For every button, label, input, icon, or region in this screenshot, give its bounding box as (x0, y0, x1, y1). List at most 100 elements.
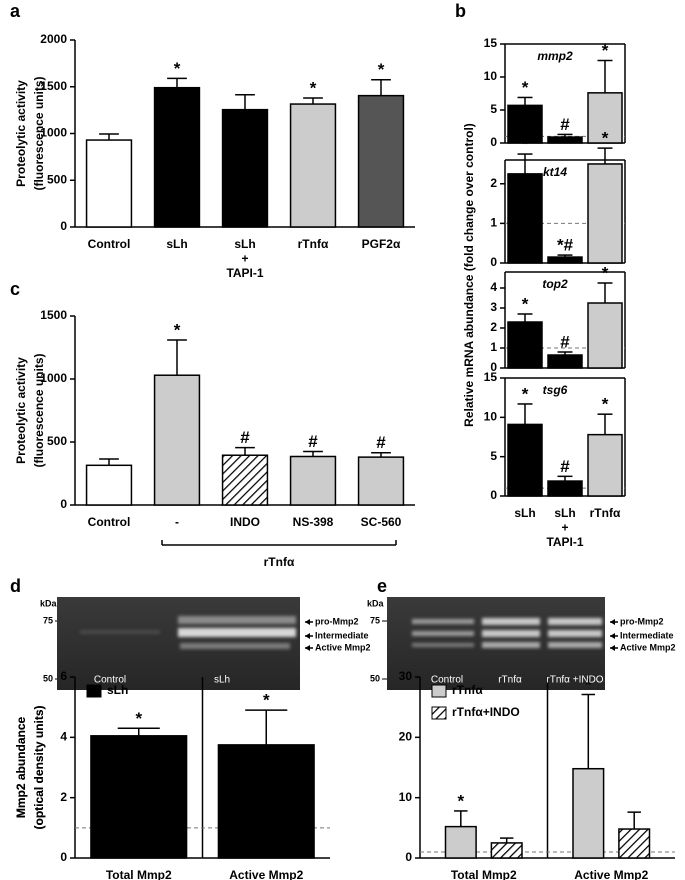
bar (507, 321, 543, 369)
bar (587, 163, 623, 264)
y-tick-label: 0 (405, 850, 412, 864)
x-tick-label: Control (88, 515, 131, 529)
bar (547, 480, 583, 497)
y-tick-label: 1000 (40, 126, 67, 140)
gel-bands (80, 616, 296, 649)
x-tick-label: sLh (166, 237, 187, 251)
x-tick-label: PGF2α (362, 237, 401, 251)
subplot-title: mmp2 (537, 49, 573, 63)
x-tick-label: Total Mmp2 (106, 868, 172, 880)
bar (217, 744, 315, 859)
bar (490, 842, 523, 859)
significance-mark: * (378, 60, 385, 79)
bar (153, 374, 201, 506)
x-tick-label: Active Mmp2 (229, 868, 303, 880)
bar (153, 86, 201, 228)
y-tick-label: 1500 (40, 79, 67, 93)
bar (85, 464, 133, 506)
panel-label: d (10, 576, 21, 596)
x-tick-label: sLh + TAPI-1 (546, 506, 583, 549)
y-tick-label: 5 (490, 449, 497, 463)
bar (547, 256, 583, 264)
band-arrowhead (305, 645, 310, 651)
y-tick-label: 15 (484, 370, 498, 384)
bar (507, 173, 543, 264)
gel-bands (412, 618, 602, 648)
panel-label: e (377, 576, 387, 596)
significance-mark: # (240, 428, 250, 447)
y-tick-label: 500 (47, 434, 67, 448)
band-label: Active Mmp2 (620, 642, 676, 652)
band-arrowhead (610, 633, 615, 639)
bar (587, 433, 623, 497)
y-tick-label: 4 (60, 730, 67, 744)
x-tick-label: SC-560 (361, 515, 402, 529)
y-tick-label: 3 (490, 300, 497, 314)
significance-mark: * (602, 129, 609, 148)
bar (618, 828, 651, 859)
y-tick-label: 20 (399, 730, 413, 744)
y-axis-label: Mmp2 abundance (14, 717, 28, 819)
gel-marker: 50 (370, 673, 380, 683)
bar (507, 104, 543, 144)
significance-mark: * (522, 384, 529, 403)
legend-swatch (86, 684, 102, 698)
significance-mark: # (560, 457, 570, 476)
bar (587, 92, 623, 144)
y-tick-label: 4 (490, 280, 497, 294)
gel-unit: kDa (40, 598, 58, 608)
y-tick-label: 500 (47, 172, 67, 186)
bar (90, 735, 188, 859)
subplot-title: kt14 (543, 165, 567, 179)
panel-label: b (455, 1, 466, 21)
significance-mark: * (174, 320, 181, 339)
subplot-title: top2 (542, 277, 568, 291)
gel-marker: 75 (370, 615, 380, 625)
bar (547, 354, 583, 369)
significance-mark: * (135, 709, 142, 728)
y-tick-label: 0 (490, 255, 497, 269)
band-label: pro-Mmp2 (620, 616, 664, 626)
x-tick-label: Control (88, 237, 131, 251)
y-axis-label: Mmp2 abundance (14, 717, 28, 819)
y-tick-label: 5 (490, 102, 497, 116)
y-axis-label: (fluorescence units) (32, 353, 46, 467)
x-tick-label: NS-398 (293, 515, 334, 529)
gel-marker: 75 (43, 615, 53, 625)
y-axis-label: (optical density units) (32, 705, 46, 829)
band-arrowhead (610, 645, 615, 651)
band-label: Intermediate (620, 630, 674, 640)
band-arrowhead (610, 619, 615, 625)
bar (357, 94, 405, 228)
significance-mark: * (522, 78, 529, 97)
bar (289, 455, 337, 506)
panel-label: a (10, 1, 21, 21)
bar (444, 825, 477, 859)
y-tick-label: 2 (490, 320, 497, 334)
y-tick-label: 0 (490, 360, 497, 374)
band-label: Intermediate (315, 630, 369, 640)
legend-swatch (431, 706, 447, 720)
significance-mark: # (560, 332, 570, 351)
significance-mark: * (457, 791, 464, 810)
bar (572, 767, 605, 859)
bar (221, 454, 269, 506)
significance-mark: # (376, 433, 386, 452)
lane-label: rTnfα (498, 675, 522, 686)
x-tick-label: sLh + TAPI-1 (226, 237, 263, 280)
lane-label: rTnfα +INDO (546, 675, 603, 686)
significance-mark: * (602, 395, 609, 414)
lane-label: Control (94, 675, 126, 686)
y-tick-label: 1 (490, 216, 497, 230)
y-tick-label: 1 (490, 340, 497, 354)
y-tick-label: 10 (484, 410, 498, 424)
y-tick-label: 0 (490, 135, 497, 149)
y-tick-label: 2000 (40, 32, 67, 46)
y-tick-label: 0 (60, 850, 67, 864)
bar (85, 139, 133, 228)
y-tick-label: 10 (399, 790, 413, 804)
legend-label: rTnfα (452, 683, 483, 697)
significance-mark: * (522, 294, 529, 313)
legend-swatch (431, 684, 447, 698)
